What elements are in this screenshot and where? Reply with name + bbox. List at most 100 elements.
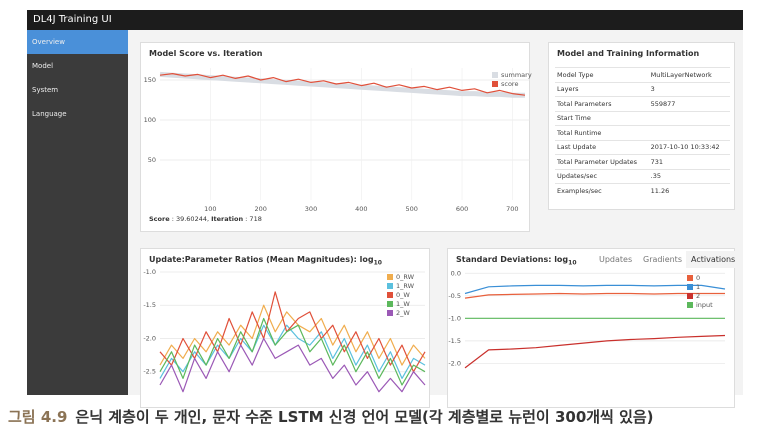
info-value: 2017-10-10 10:33:42	[648, 139, 730, 155]
info-row: Model Type MultiLayerNetwork	[555, 67, 730, 82]
x-tick-label: 500	[405, 205, 417, 213]
legend-swatch	[687, 302, 693, 308]
x-tick-label: 100	[204, 205, 216, 213]
info-key: Model Type	[555, 67, 649, 82]
legend-swatch	[387, 283, 393, 289]
info-row: Total Parameter Updates 731	[555, 154, 730, 169]
panel-title: Model Score vs. Iteration	[149, 49, 263, 58]
info-value: .35	[648, 168, 730, 184]
title-sub: 10	[373, 259, 382, 267]
info-value: 731	[648, 154, 730, 169]
info-row: Layers 3	[555, 81, 730, 97]
series-line	[464, 334, 726, 369]
x-tick-label: 300	[305, 205, 317, 213]
series-line	[464, 292, 725, 299]
x-tick-label: 700	[506, 205, 518, 213]
caption-label: 그림 4.9	[8, 408, 68, 426]
legend-swatch	[687, 275, 693, 281]
stdev-panel: Standard Deviations: log10 Updates Gradi…	[447, 248, 741, 408]
legend-swatch	[387, 292, 393, 298]
legend-label: 1_RW	[396, 282, 415, 290]
legend-label: 1	[696, 283, 700, 291]
top-bar: DL4J Training UI	[27, 10, 743, 30]
legend-label: 0	[696, 274, 700, 282]
score-panel: Model Score vs. Iteration Score : 39.602…	[140, 42, 530, 232]
x-tick-label: 400	[355, 205, 367, 213]
title-text: Standard Deviations: log	[456, 255, 569, 264]
panel-title: Update:Parameter Ratios (Mean Magnitudes…	[149, 255, 382, 267]
value: : 39.60244,	[171, 215, 210, 223]
legend-label: summary	[501, 71, 532, 79]
legend-swatch	[387, 274, 393, 280]
info-row: Total Parameters 559877	[555, 96, 730, 111]
label: Score	[149, 215, 170, 223]
info-row: Examples/sec 11.26	[555, 183, 730, 198]
info-value: 559877	[648, 96, 730, 111]
sidebar: Overview Model System Language	[27, 30, 128, 395]
menu-item[interactable]: Model	[32, 62, 54, 70]
tab[interactable]: Updates	[599, 255, 633, 264]
tab[interactable]: Gradients	[643, 255, 682, 264]
legend-label: score	[501, 80, 518, 88]
info-row: Updates/sec .35	[555, 168, 730, 184]
y-tick-label: 50	[148, 156, 156, 164]
value: : 718	[245, 215, 262, 223]
label: Iteration	[211, 215, 244, 223]
title-sub: 10	[568, 259, 577, 267]
y-tick-label: -2.0	[448, 359, 461, 367]
app-title: DL4J Training UI	[33, 14, 112, 25]
y-tick-label: 100	[144, 116, 156, 124]
legend-swatch	[687, 284, 693, 290]
y-tick-label: -1.0	[143, 268, 156, 276]
info-key: Layers	[555, 81, 649, 97]
info-value	[648, 110, 730, 126]
menu-item[interactable]: Language	[32, 110, 67, 118]
panel-title: Model and Training Information	[557, 49, 700, 58]
series-line	[159, 71, 525, 98]
series-line	[159, 337, 426, 393]
y-tick-label: -1.5	[143, 301, 156, 309]
info-panel: Model and Training Information Model Typ…	[548, 42, 735, 210]
menu-item[interactable]: System	[32, 86, 59, 94]
ratios-panel: Update:Parameter Ratios (Mean Magnitudes…	[140, 248, 430, 408]
legend-swatch	[492, 72, 498, 78]
info-table: Model Type MultiLayerNetwork Layers 3 Total …	[555, 67, 730, 198]
legend-label: 1_W	[396, 300, 410, 308]
legend-label: 2_W	[396, 309, 410, 317]
info-key: Total Parameters	[555, 96, 649, 111]
info-row: Start Time	[555, 110, 730, 126]
menu-item[interactable]: Overview	[27, 30, 128, 54]
legend-swatch	[687, 293, 693, 299]
info-value: 11.26	[648, 183, 730, 198]
legend-swatch	[492, 81, 498, 87]
series-line	[464, 284, 726, 295]
caption-text: 은닉 계층이 두 개인, 문자 수준 LSTM 신경 언어 모델(각 계층별로 …	[75, 408, 654, 426]
x-tick-label: 600	[456, 205, 468, 213]
y-tick-label: -1.5	[448, 337, 461, 345]
legend-label: input	[696, 301, 713, 309]
x-tick-label: 200	[254, 205, 266, 213]
caption: 그림 4.9 은닉 계층이 두 개인, 문자 수준 LSTM 신경 언어 모델(각…	[8, 406, 654, 427]
score-footer: Score : 39.60244, Iteration : 718	[149, 215, 262, 223]
info-key: Total Runtime	[555, 125, 649, 140]
legend-label: 2	[696, 292, 700, 300]
info-key: Start Time	[555, 110, 649, 126]
y-tick-label: 0.0	[451, 269, 461, 277]
info-key: Examples/sec	[555, 183, 649, 198]
y-tick-label: -2.0	[143, 334, 156, 342]
info-value: 3	[648, 81, 730, 97]
info-value	[648, 125, 730, 140]
legend-label: 0_RW	[396, 273, 415, 281]
info-key: Last Update	[555, 139, 649, 155]
series-line	[159, 73, 526, 96]
info-row: Total Runtime	[555, 125, 730, 140]
info-row: Last Update 2017-10-10 10:33:42	[555, 139, 730, 155]
y-tick-label: -2.5	[143, 368, 156, 376]
title-text: Update:Parameter Ratios (Mean Magnitudes…	[149, 255, 374, 264]
info-key: Total Parameter Updates	[555, 154, 649, 169]
tab[interactable]: Activations	[686, 251, 741, 268]
series-line	[159, 317, 426, 386]
series-line	[159, 291, 426, 373]
